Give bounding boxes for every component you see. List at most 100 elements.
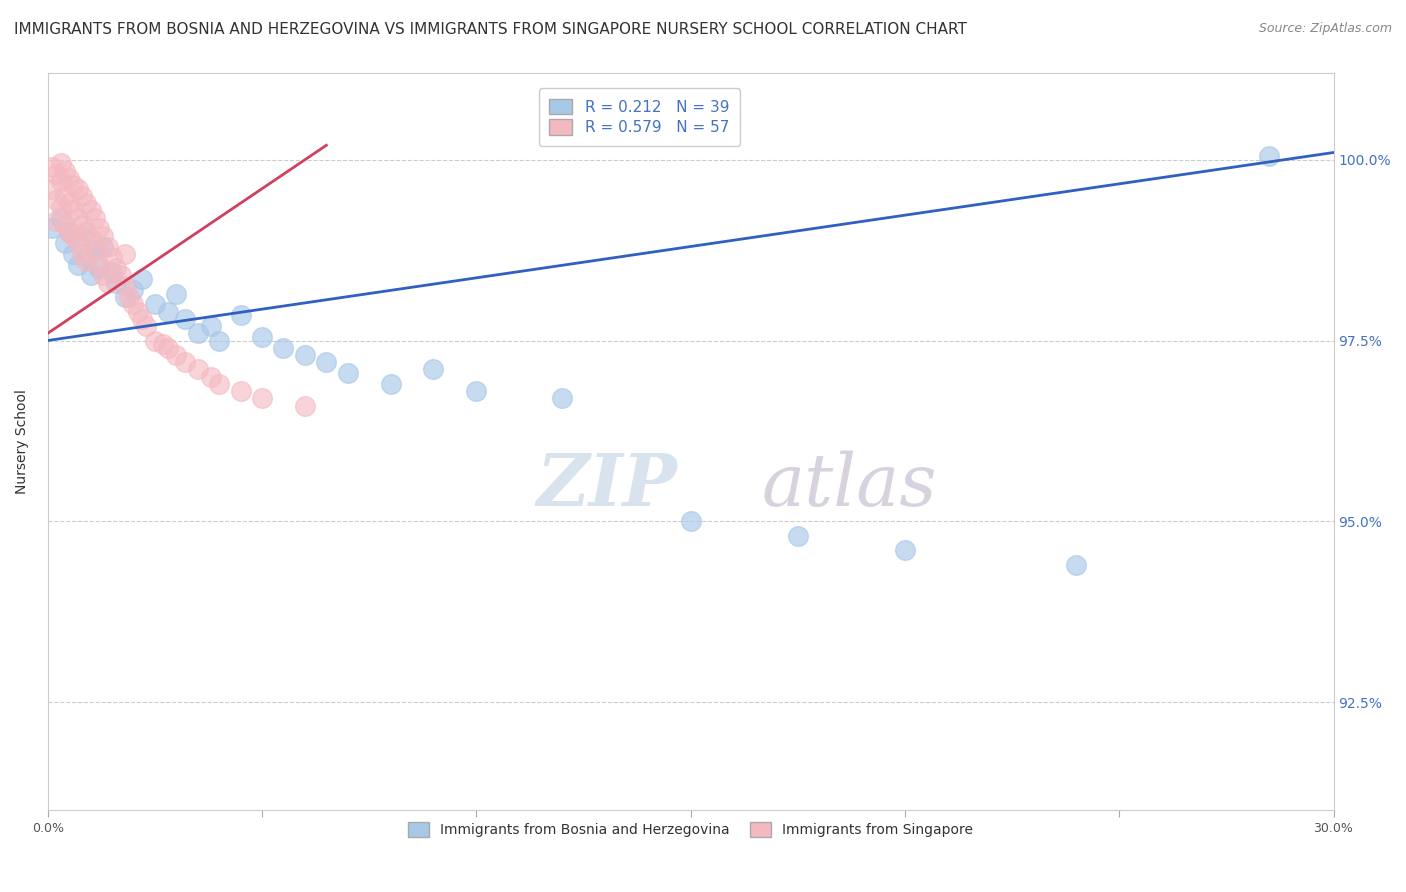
Point <box>294 348 316 362</box>
Point <box>62 203 84 218</box>
Point <box>465 384 488 398</box>
Point <box>70 228 93 243</box>
Point <box>127 304 149 318</box>
Point <box>118 290 141 304</box>
Point <box>89 258 111 272</box>
Point <box>174 311 197 326</box>
Point <box>135 319 157 334</box>
Point <box>66 182 89 196</box>
Point <box>75 251 97 265</box>
Point <box>143 297 166 311</box>
Point <box>41 160 63 174</box>
Point <box>49 200 72 214</box>
Point <box>679 514 702 528</box>
Point <box>200 319 222 334</box>
Point <box>93 228 115 243</box>
Point <box>45 214 67 228</box>
Point <box>66 211 89 225</box>
Point <box>83 243 105 257</box>
Point <box>62 228 84 243</box>
Point <box>786 529 808 543</box>
Point <box>110 268 132 283</box>
Point <box>49 156 72 170</box>
Point <box>156 304 179 318</box>
Point <box>380 376 402 391</box>
Legend: Immigrants from Bosnia and Herzegovina, Immigrants from Singapore: Immigrants from Bosnia and Herzegovina, … <box>401 815 980 844</box>
Point <box>41 221 63 235</box>
Point <box>1258 149 1281 163</box>
Point <box>101 265 124 279</box>
Point <box>75 225 97 239</box>
Point <box>41 182 63 196</box>
Point <box>53 163 76 178</box>
Point <box>187 326 209 341</box>
Point <box>93 268 115 283</box>
Point <box>79 203 101 218</box>
Text: IMMIGRANTS FROM BOSNIA AND HERZEGOVINA VS IMMIGRANTS FROM SINGAPORE NURSERY SCHO: IMMIGRANTS FROM BOSNIA AND HERZEGOVINA V… <box>14 22 967 37</box>
Point <box>114 290 136 304</box>
Point <box>551 392 574 406</box>
Point <box>62 246 84 260</box>
Point <box>336 366 359 380</box>
Point <box>89 261 111 276</box>
Point <box>75 196 97 211</box>
Point <box>45 167 67 181</box>
Point <box>53 189 76 203</box>
Point <box>165 348 187 362</box>
Point <box>208 376 231 391</box>
Point <box>75 254 97 268</box>
Point <box>101 251 124 265</box>
Point <box>70 246 93 260</box>
Point <box>894 543 917 558</box>
Point <box>58 225 80 239</box>
Point <box>79 268 101 283</box>
Point <box>70 218 93 232</box>
Point <box>62 178 84 192</box>
Point <box>93 239 115 253</box>
Point <box>97 239 120 253</box>
Point <box>58 225 80 239</box>
Point <box>45 193 67 207</box>
Point <box>53 218 76 232</box>
Point <box>143 334 166 348</box>
Point <box>131 311 153 326</box>
Point <box>229 308 252 322</box>
Text: atlas: atlas <box>761 450 936 521</box>
Point <box>83 243 105 257</box>
Point <box>53 235 76 250</box>
Point <box>79 232 101 246</box>
Point <box>187 362 209 376</box>
Point <box>114 246 136 260</box>
Point <box>273 341 295 355</box>
Point <box>66 235 89 250</box>
Point <box>250 392 273 406</box>
Point <box>97 276 120 290</box>
Point <box>315 355 337 369</box>
Point <box>208 334 231 348</box>
Point <box>229 384 252 398</box>
Point <box>174 355 197 369</box>
Point <box>165 286 187 301</box>
Point <box>89 221 111 235</box>
Point <box>122 283 145 297</box>
Point <box>105 276 128 290</box>
Point <box>152 337 174 351</box>
Y-axis label: Nursery School: Nursery School <box>15 389 30 494</box>
Point <box>58 170 80 185</box>
Point <box>58 196 80 211</box>
Point <box>422 362 444 376</box>
Point <box>1066 558 1088 572</box>
Text: ZIP: ZIP <box>536 450 678 522</box>
Point <box>83 211 105 225</box>
Point <box>49 211 72 225</box>
Point <box>250 330 273 344</box>
Point <box>49 174 72 188</box>
Text: Source: ZipAtlas.com: Source: ZipAtlas.com <box>1258 22 1392 36</box>
Point <box>156 341 179 355</box>
Point <box>70 189 93 203</box>
Point <box>131 272 153 286</box>
Point <box>200 369 222 384</box>
Point <box>122 297 145 311</box>
Point <box>294 399 316 413</box>
Point <box>114 279 136 293</box>
